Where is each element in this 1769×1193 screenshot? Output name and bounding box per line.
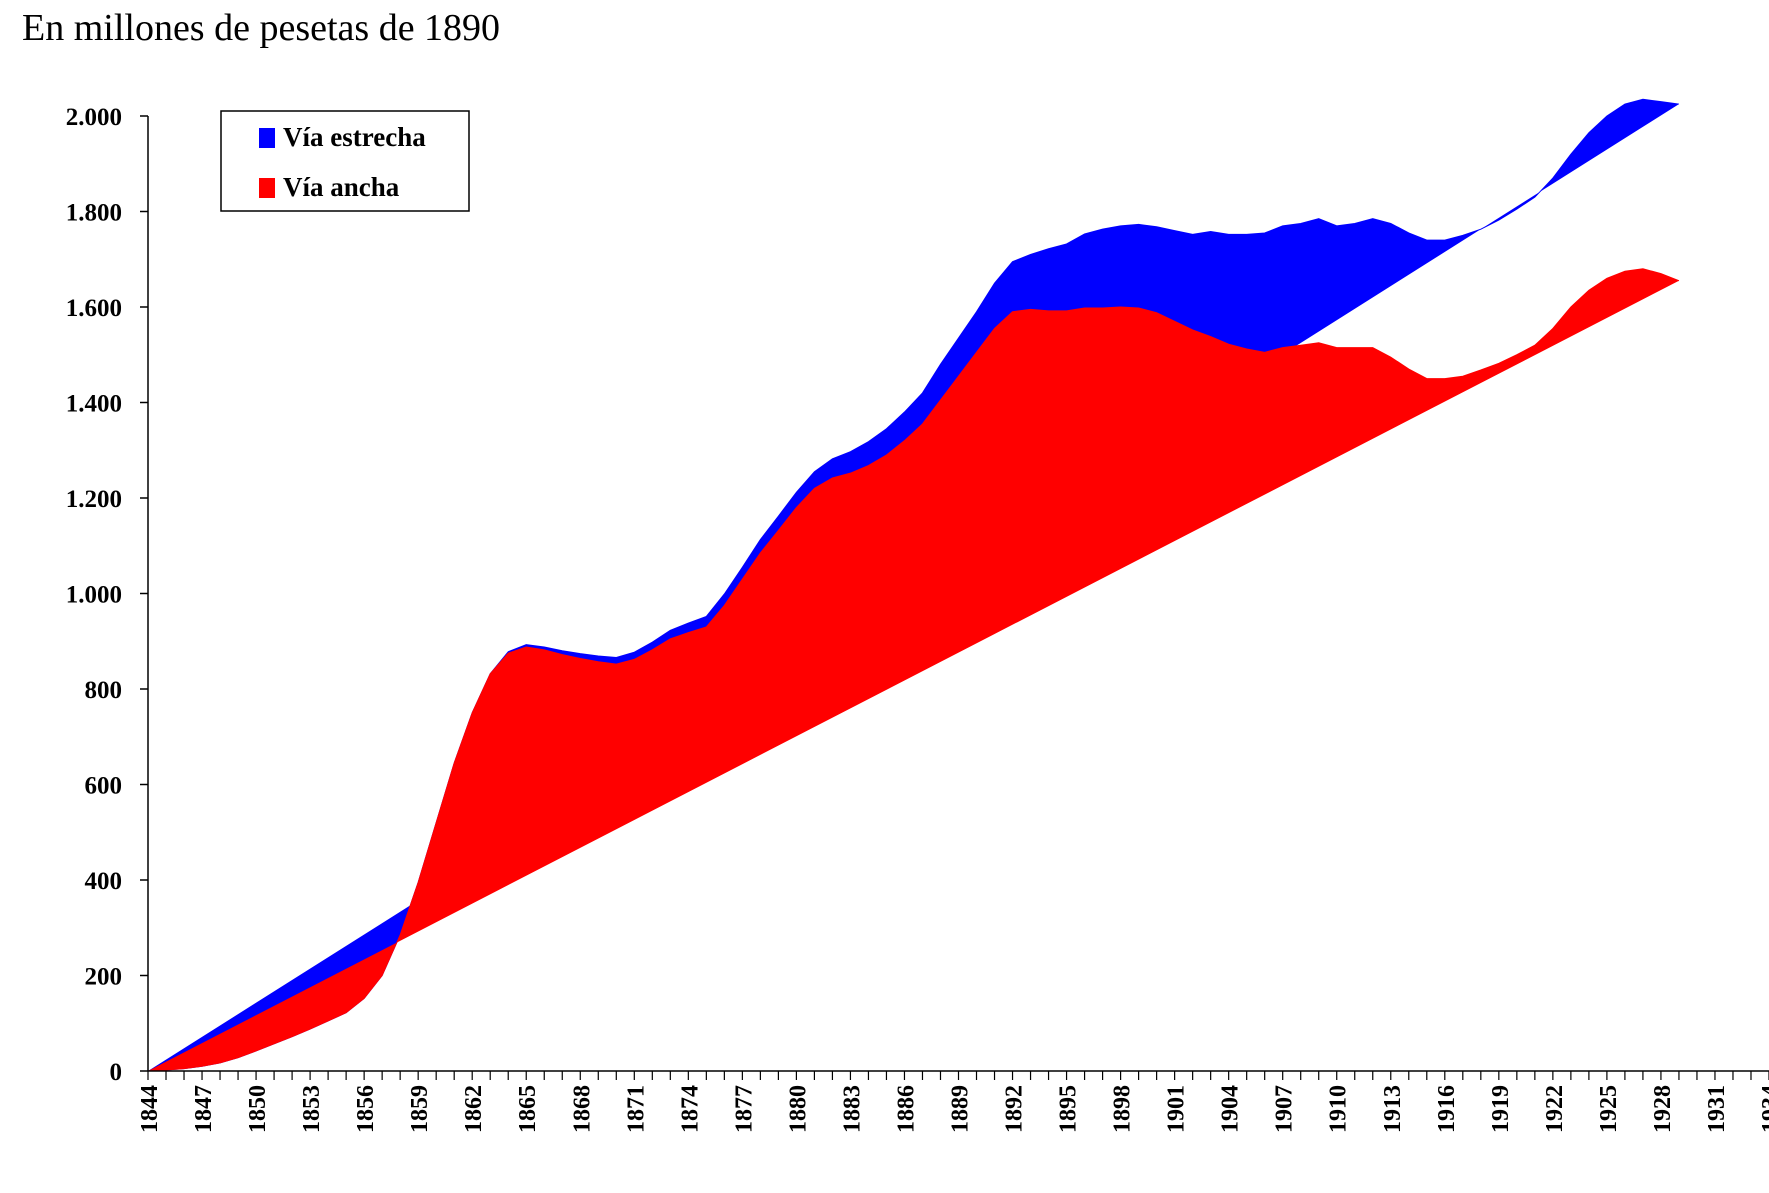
x-tick-label: 1922	[1542, 1085, 1568, 1133]
x-tick-label: 1868	[569, 1085, 595, 1133]
x-tick-label: 1883	[839, 1085, 865, 1133]
x-tick-label: 1916	[1434, 1085, 1460, 1133]
y-tick-label: 800	[85, 677, 123, 704]
y-tick-label: 2.000	[66, 104, 122, 131]
y-tick-label: 1.800	[66, 200, 122, 227]
x-tick-label: 1901	[1164, 1085, 1190, 1133]
legend-label-via-ancha: Vía ancha	[283, 172, 400, 202]
y-tick-label: 600	[85, 773, 123, 800]
x-tick-label: 1907	[1272, 1085, 1298, 1133]
x-tick-label: 1892	[1002, 1085, 1028, 1133]
y-tick-label: 200	[85, 964, 123, 991]
x-tick-label: 1844	[137, 1085, 163, 1133]
x-tick-label: 1847	[191, 1085, 217, 1133]
x-tick-label: 1877	[731, 1085, 757, 1133]
x-tick-label: 1928	[1650, 1085, 1676, 1133]
x-tick-label: 1910	[1326, 1085, 1352, 1133]
x-tick-label: 1862	[461, 1085, 487, 1133]
x-axis-ticks: 1844 1847 1850 1853 1856 1859 1862 1865 1868 1871…	[137, 1071, 1769, 1133]
legend-swatch-via-estrecha	[259, 128, 275, 148]
x-tick-label: 1895	[1056, 1085, 1082, 1133]
y-tick-label: 0	[110, 1059, 123, 1086]
chart-subtitle: En millones de pesetas de 1890	[22, 7, 501, 49]
y-tick-label: 1.600	[66, 295, 122, 322]
x-tick-label: 1913	[1380, 1085, 1406, 1133]
x-tick-label: 1874	[677, 1085, 703, 1133]
x-tick-label: 1925	[1596, 1085, 1622, 1133]
y-tick-label: 1.200	[66, 486, 122, 513]
area-via-ancha	[147, 268, 1680, 1072]
x-tick-label: 1886	[893, 1085, 919, 1133]
x-tick-label: 1889	[948, 1085, 974, 1133]
x-tick-label: 1865	[515, 1085, 541, 1133]
legend: Vía estrecha Vía ancha	[220, 110, 470, 212]
legend-label-via-estrecha: Vía estrecha	[283, 122, 426, 152]
y-tick-label: 400	[85, 868, 123, 895]
x-tick-label: 1856	[353, 1085, 379, 1133]
x-tick-label: 1853	[299, 1085, 325, 1133]
x-tick-label: 1850	[245, 1085, 271, 1133]
y-tick-label: 1.400	[66, 391, 122, 418]
y-tick-label: 1.000	[66, 582, 122, 609]
x-tick-label: 1934	[1758, 1085, 1769, 1133]
y-axis-ticks: 0 200 400 600 800 1.000 1.200 1.400 1.600 1.800 2.…	[66, 104, 148, 1086]
x-tick-label: 1904	[1218, 1085, 1244, 1133]
legend-swatch-via-ancha	[259, 178, 275, 198]
x-tick-label: 1880	[785, 1085, 811, 1133]
x-tick-label: 1871	[623, 1085, 649, 1133]
x-tick-label: 1898	[1110, 1085, 1136, 1133]
chart-areas	[147, 98, 1680, 1072]
x-tick-label: 1919	[1488, 1085, 1514, 1133]
x-tick-label: 1931	[1704, 1085, 1730, 1133]
x-tick-label: 1859	[407, 1085, 433, 1133]
